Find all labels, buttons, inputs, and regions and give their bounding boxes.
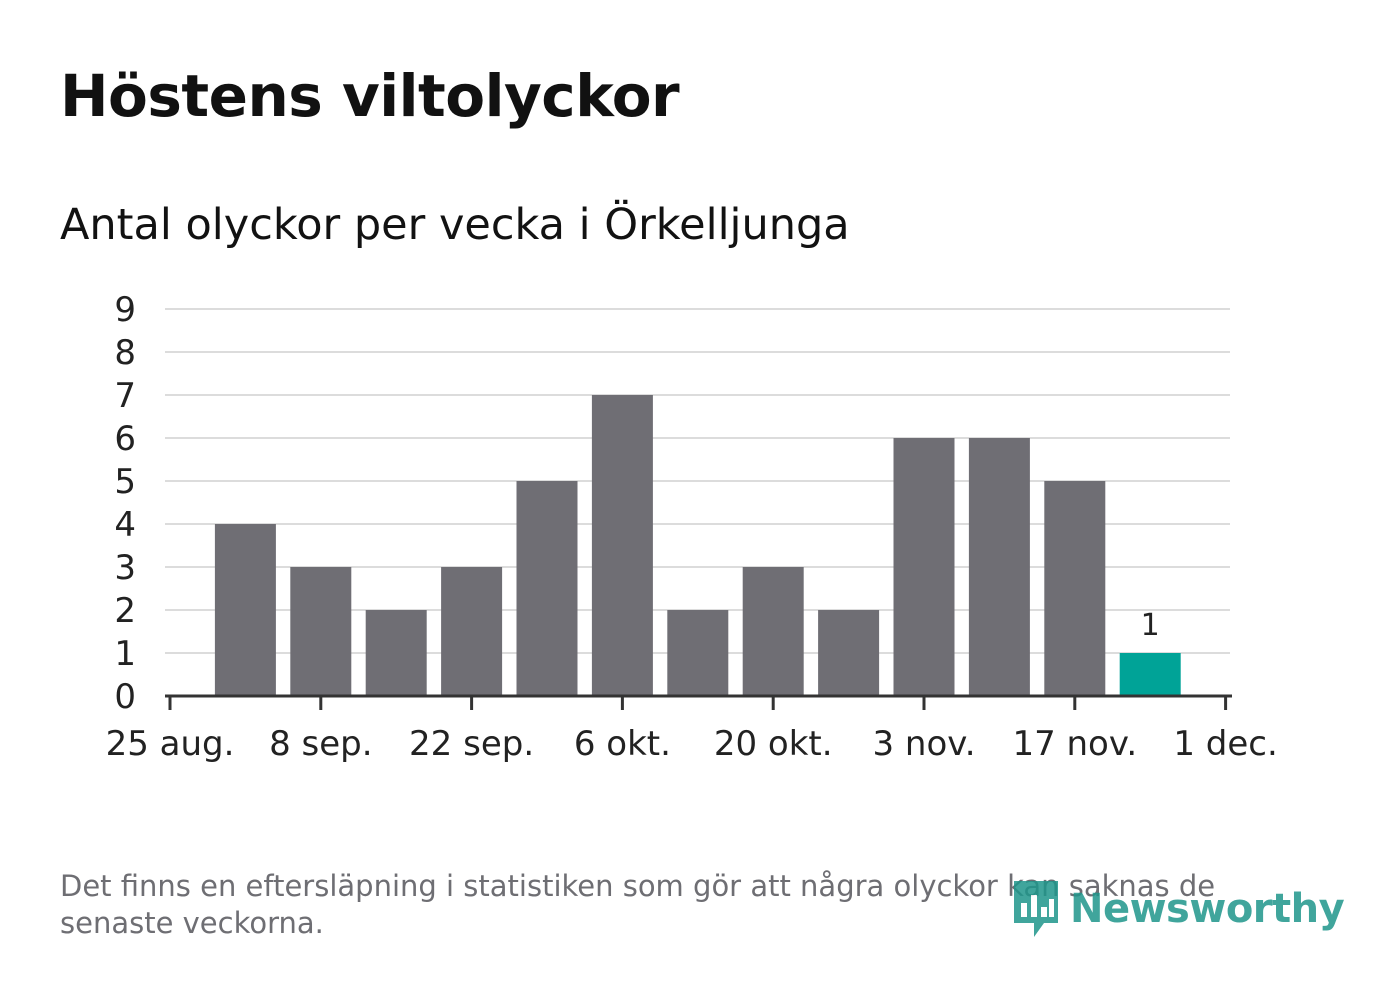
- x-axis: [165, 694, 1232, 710]
- bar-chart-speech-bubble-icon: [1014, 881, 1058, 937]
- bar: [591, 395, 653, 696]
- x-tick-label: 17 nov.: [1012, 724, 1137, 764]
- x-tick-label: 20 okt.: [714, 724, 833, 764]
- chart-title: Höstens viltolyckor: [60, 62, 680, 130]
- bar-highlight: [1119, 653, 1181, 696]
- bar: [667, 610, 729, 696]
- bar: [742, 567, 804, 696]
- newsworthy-logo: Newsworthy: [1010, 876, 1345, 942]
- bar: [441, 567, 503, 696]
- y-tick-label: 8: [114, 333, 136, 373]
- bar-data-label: 1: [1141, 608, 1160, 643]
- y-tick-label: 5: [114, 462, 136, 502]
- x-tick-label: 3 nov.: [872, 724, 975, 764]
- bar: [290, 567, 352, 696]
- x-tick-label: 6 okt.: [574, 724, 671, 764]
- bar: [516, 481, 578, 696]
- bars: [214, 395, 1181, 696]
- bar: [214, 524, 276, 696]
- y-tick-label: 3: [114, 548, 136, 588]
- bar: [365, 610, 427, 696]
- y-tick-label: 4: [114, 505, 136, 545]
- y-tick-label: 1: [114, 634, 136, 674]
- x-tick-label: 8 sep.: [269, 724, 372, 764]
- y-tick-label: 2: [114, 591, 136, 631]
- y-tick-label: 9: [114, 290, 136, 330]
- data-labels: 1: [1141, 608, 1160, 643]
- y-tick-label: 7: [114, 376, 136, 416]
- logo-text: Newsworthy: [1070, 886, 1345, 932]
- x-tick-label: 1 dec.: [1173, 724, 1277, 764]
- chart-subtitle: Antal olyckor per vecka i Örkelljunga: [60, 200, 850, 250]
- bar: [818, 610, 880, 696]
- y-tick-label: 0: [114, 677, 136, 717]
- x-axis-tick-labels: 25 aug. 8 sep. 22 sep. 6 okt. 20 okt. 3 nov. 1…: [106, 724, 1278, 764]
- bar: [893, 438, 955, 696]
- x-tick-label: 22 sep.: [409, 724, 534, 764]
- bar: [968, 438, 1030, 696]
- x-tick-label: 25 aug.: [106, 724, 235, 764]
- y-tick-label: 6: [114, 419, 136, 459]
- bar: [1044, 481, 1106, 696]
